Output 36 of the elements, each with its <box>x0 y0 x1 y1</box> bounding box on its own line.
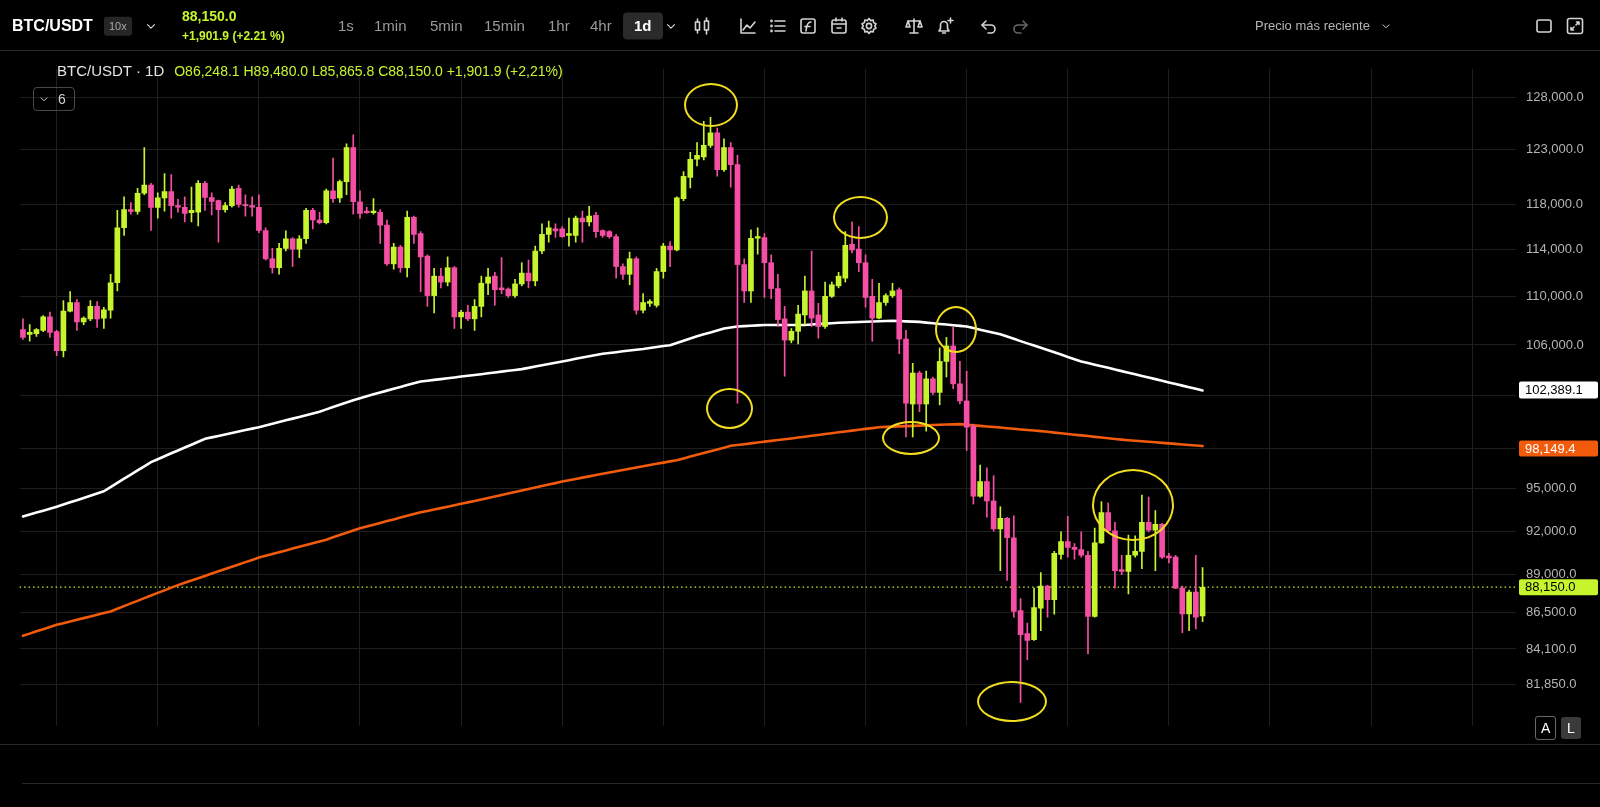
y-tick-label: 123,000.0 <box>1526 141 1584 157</box>
y-tick-label: 84,100.0 <box>1526 640 1577 656</box>
text: L <box>1561 716 1581 740</box>
y-tick-label: 92,000.0 <box>1526 522 1577 538</box>
text: 1d <box>623 12 663 40</box>
text: BTC/USDT <box>12 16 93 36</box>
y-tick-label: 106,000.0 <box>1526 336 1584 352</box>
annotation: 6 <box>33 86 75 111</box>
text: 102,389.1 <box>1519 381 1598 399</box>
chart-subtitle: O86,248.1 H89,480.0 L85,865.8 C88,150.0 +1,901.9 (+2,21%) <box>174 62 563 79</box>
y-tick-label: 114,000.0 <box>1526 240 1583 256</box>
text: 4hr <box>590 17 612 35</box>
text: Precio más reciente <box>1255 17 1370 34</box>
text: 98,149.4 <box>1519 440 1598 457</box>
text: 15min <box>484 17 525 35</box>
y-tick-label: 81,850.0 <box>1526 676 1577 692</box>
text: 10x <box>104 16 132 36</box>
text: 1min <box>374 17 407 35</box>
ref-line-label: 88,150.0 <box>1525 579 1576 595</box>
text: A <box>1535 715 1557 741</box>
text: 88,150.0 <box>182 7 237 25</box>
y-tick-label: 128,000.0 <box>1526 88 1584 104</box>
candlestick <box>330 157 336 203</box>
text: +1,901.9 (+2.21 %) <box>182 29 285 44</box>
y-tick-label: 89,000.0 <box>1526 566 1577 582</box>
chart-title: BTC/USDT · 1D <box>57 61 165 79</box>
y-tick-label: 86,500.0 <box>1526 603 1577 619</box>
y-tick-label: 118,000.0 <box>1526 195 1583 211</box>
y-tick-label: 110,000.0 <box>1526 287 1583 303</box>
text: 1hr <box>548 17 570 35</box>
y-tick-label: 95,000.0 <box>1526 480 1577 496</box>
candlestick <box>458 309 464 329</box>
text: 5min <box>430 17 463 35</box>
text: 1s <box>338 17 354 35</box>
candlestick <box>127 202 134 215</box>
candlestick <box>667 241 673 267</box>
